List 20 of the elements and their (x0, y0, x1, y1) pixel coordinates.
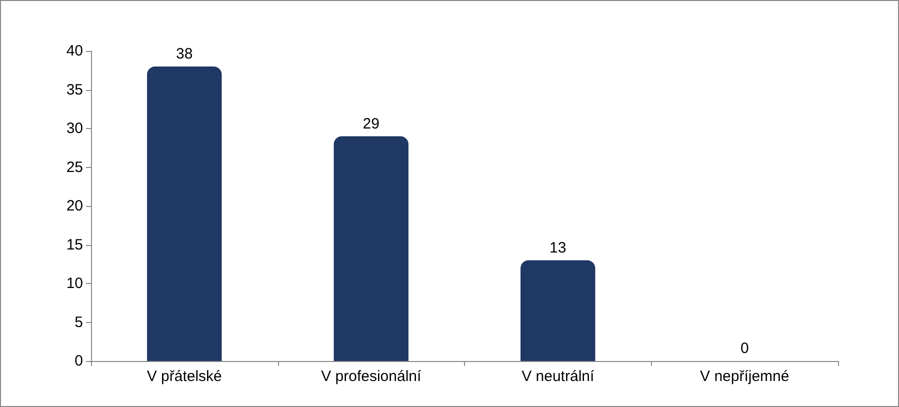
x-tick-label: V nepříjemné (700, 368, 790, 385)
y-tick-label: 10 (66, 275, 83, 292)
y-tick-label: 30 (66, 120, 83, 137)
y-tick-label: 25 (66, 158, 83, 176)
x-tick-label: V přátelské (146, 368, 222, 385)
data-label: 0 (740, 340, 749, 357)
y-tick-label: 20 (66, 198, 83, 214)
y-tick-label: 35 (66, 81, 83, 98)
bar (147, 66, 222, 361)
x-tick-label: V profesionální (321, 368, 422, 385)
y-tick-label: 0 (74, 352, 83, 370)
y-tick-label: 15 (66, 236, 83, 254)
y-tick-label: 5 (74, 314, 83, 331)
data-label: 38 (176, 46, 193, 62)
data-label: 29 (362, 115, 380, 132)
bar (520, 260, 596, 361)
data-label: 13 (550, 239, 566, 256)
bar (334, 136, 408, 361)
x-tick-label: V neutrální (522, 368, 595, 385)
y-tick-label: 40 (66, 42, 83, 60)
